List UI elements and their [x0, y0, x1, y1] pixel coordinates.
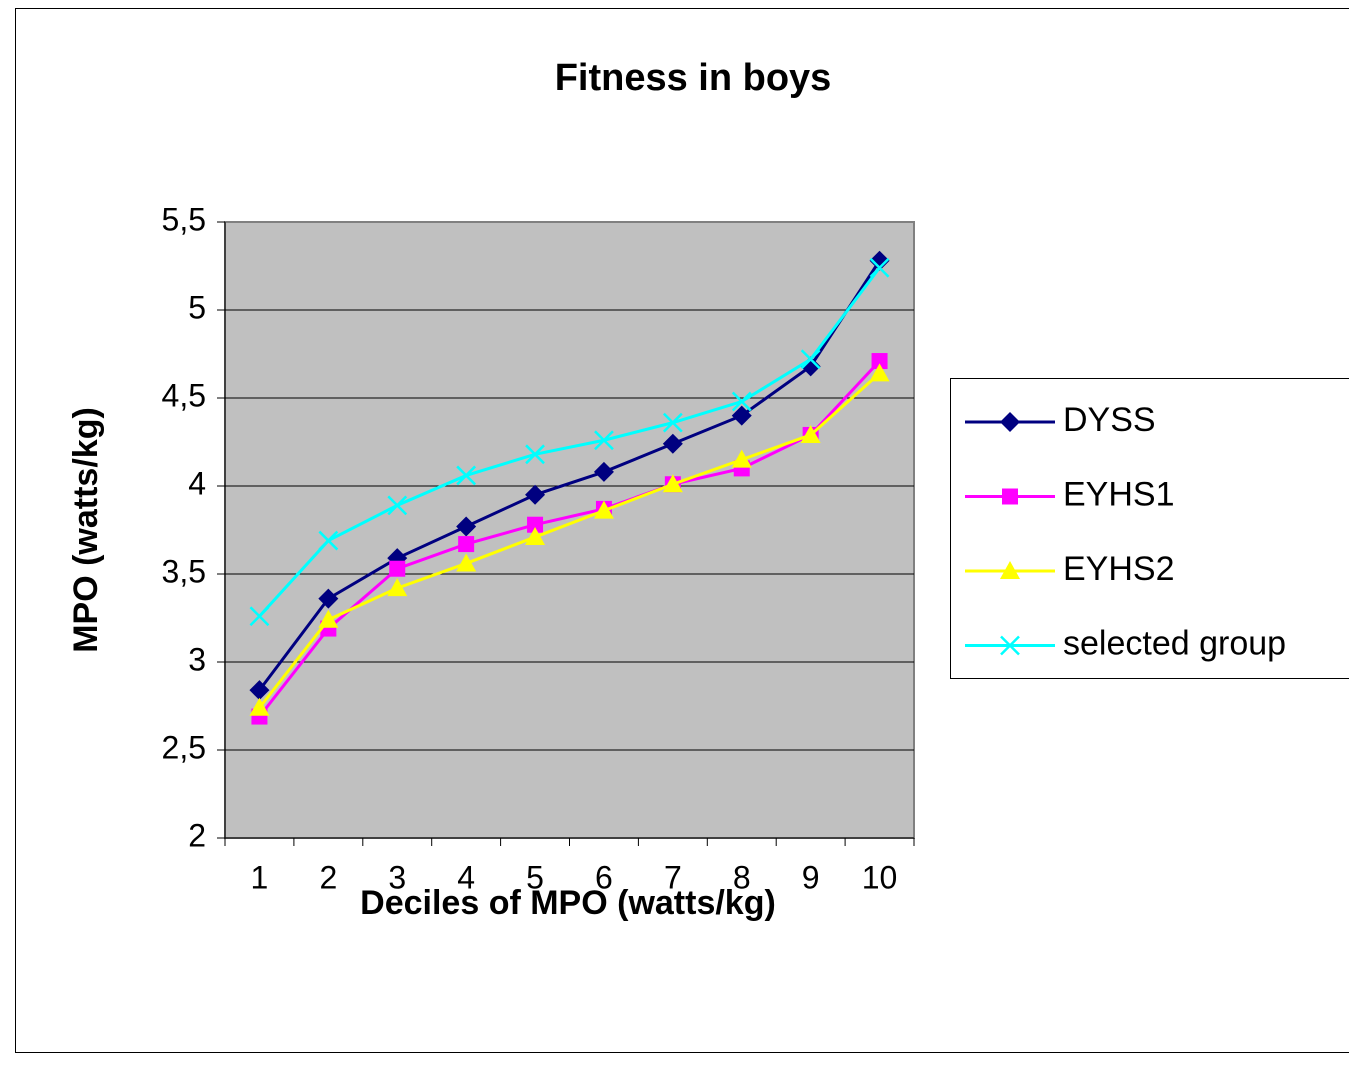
y-axis-label: MPO (watts/kg): [67, 407, 105, 653]
data-point: [389, 561, 405, 577]
chart-title: Fitness in boys: [555, 57, 832, 99]
legend-label: EYHS2: [1063, 550, 1175, 588]
y-tick-label: 3,5: [162, 553, 206, 589]
y-tick-label: 5: [188, 289, 206, 325]
legend-marker: [1002, 489, 1018, 505]
x-tick-label: 2: [319, 859, 337, 895]
x-tick-label: 10: [862, 859, 898, 895]
x-tick-label: 8: [733, 859, 751, 895]
y-tick-label: 2,5: [162, 729, 206, 765]
x-axis-label: Deciles of MPO (watts/kg): [360, 884, 776, 922]
x-tick-label: 3: [388, 859, 406, 895]
y-tick-label: 4: [188, 465, 206, 501]
y-tick-label: 2: [188, 817, 206, 853]
legend-label: EYHS1: [1063, 475, 1175, 513]
y-tick-label: 5,5: [162, 201, 206, 237]
x-tick-label: 5: [526, 859, 544, 895]
x-tick-label: 4: [457, 859, 475, 895]
y-tick-label: 3: [188, 641, 206, 677]
data-point: [458, 536, 474, 552]
x-tick-label: 7: [664, 859, 682, 895]
x-tick-label: 6: [595, 859, 613, 895]
x-tick-label: 9: [802, 859, 820, 895]
legend-label: selected group: [1063, 624, 1286, 662]
x-tick-label: 1: [251, 859, 269, 895]
plot-area: [225, 222, 914, 838]
legend-label: DYSS: [1063, 401, 1156, 439]
y-tick-label: 4,5: [162, 377, 206, 413]
